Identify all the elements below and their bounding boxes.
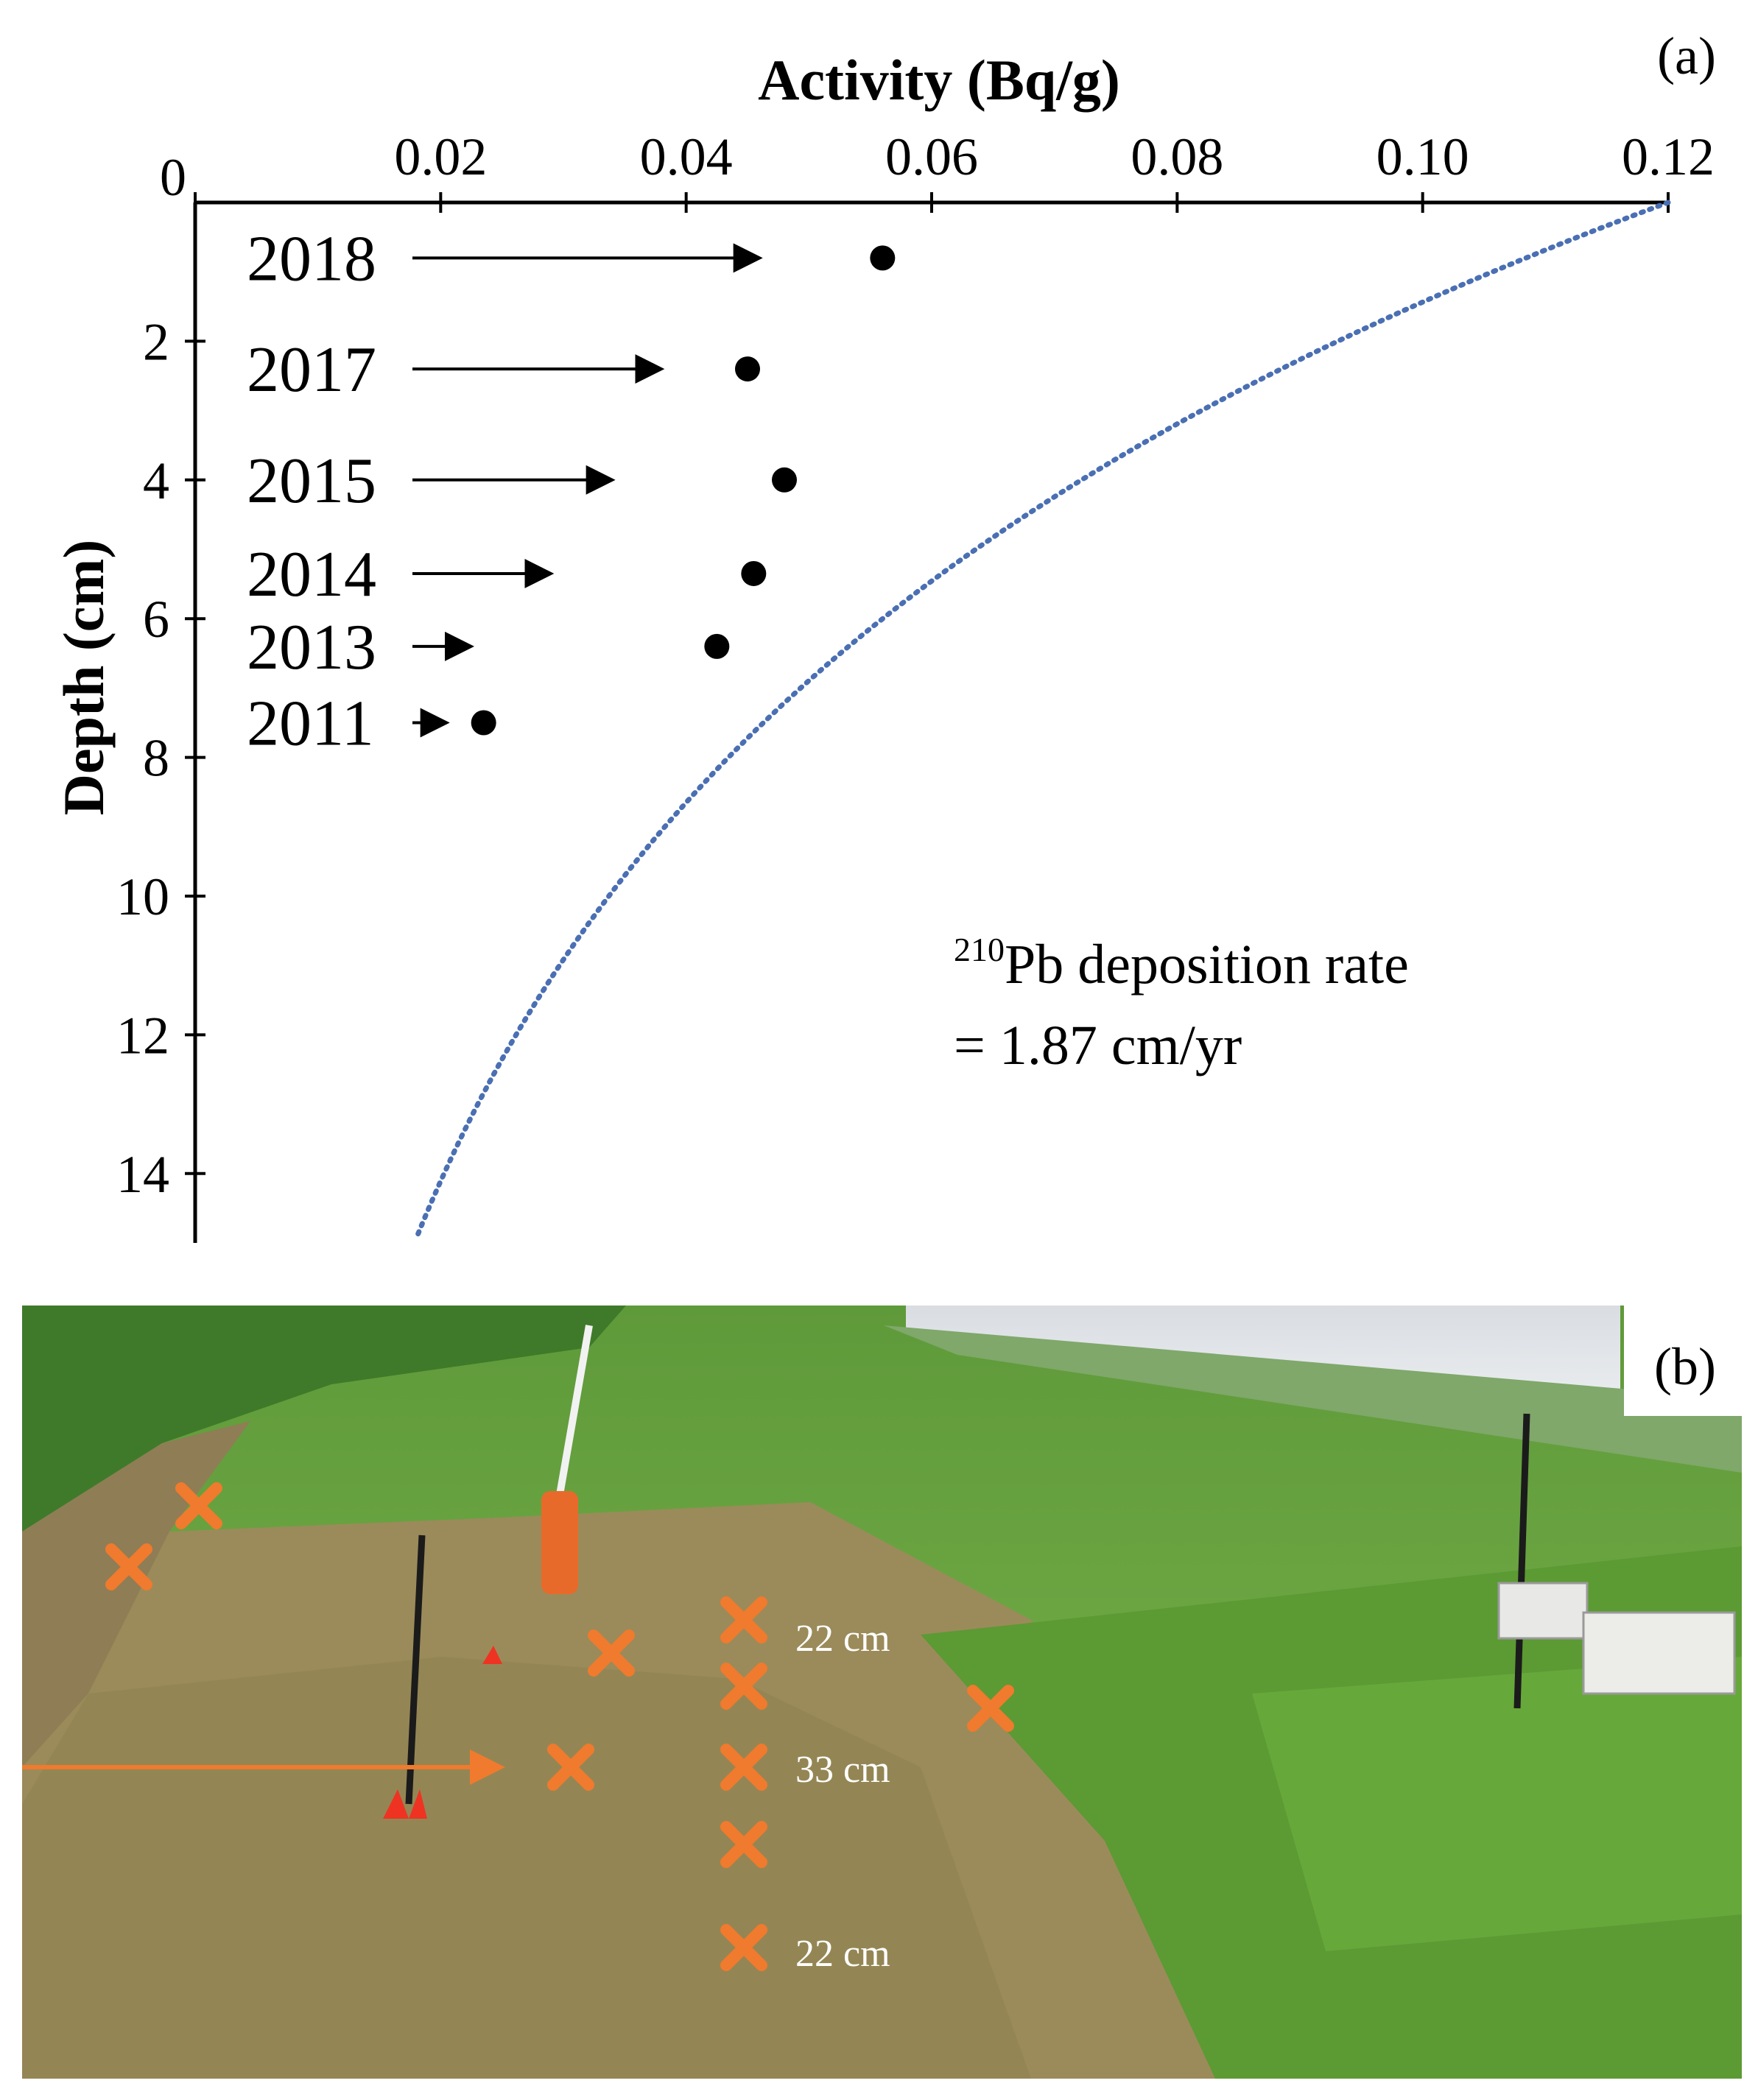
x-tick-label: 0.02 [394, 127, 487, 186]
year-label: 2013 [247, 612, 376, 683]
y-tick-label: 10 [116, 867, 169, 926]
depth-label-3: 22 cm [795, 1933, 890, 1975]
data-point [741, 560, 767, 586]
x-tick-label: 0.08 [1131, 127, 1223, 186]
dry-grass-texture [22, 1657, 1031, 2079]
panel-b-label-bg [1624, 1306, 1742, 1416]
lush-grass-highlight [1252, 1657, 1742, 1951]
y-axis-title: Depth (cm) [52, 540, 116, 816]
year-label: 2014 [247, 539, 376, 610]
depth-label-2: 33 cm [795, 1749, 890, 1791]
depth-label-1: 22 cm [795, 1618, 890, 1660]
x-tick-label: 0.12 [1622, 127, 1715, 186]
red-flag-3 [482, 1646, 502, 1664]
data-point [471, 710, 496, 736]
x-marker [588, 1629, 635, 1677]
y-tick-label: 12 [116, 1006, 169, 1065]
black-pole-right [1513, 1413, 1530, 1709]
x-marker [720, 1924, 767, 1971]
x-marker [175, 1482, 222, 1529]
fit-curve-line [413, 200, 1671, 1242]
x-marker-stroke [720, 1744, 767, 1791]
x-marker [720, 1596, 767, 1643]
data-point [735, 356, 760, 382]
data-point [870, 245, 896, 271]
data-logger-box-1 [1497, 1582, 1589, 1640]
x-tick-label: 0 [160, 148, 186, 207]
deposition-rate-note: 210Pb deposition rate = 1.87 cm/yr [954, 931, 1409, 1077]
year-label: 2018 [247, 223, 376, 295]
x-tick-label: 0.06 [885, 127, 978, 186]
panel-b-label: (b) [1654, 1337, 1716, 1396]
x-marker [547, 1744, 594, 1791]
red-flag-1 [383, 1789, 409, 1819]
y-tick-label: 4 [143, 451, 169, 510]
note-line-1-text: Pb deposition rate [1005, 934, 1409, 996]
red-flag-2 [409, 1789, 427, 1819]
y-tick-label: 14 [116, 1145, 169, 1204]
x-marker [720, 1821, 767, 1868]
fit-curve [413, 200, 1671, 1242]
x-axis: 0 0.02 0.04 0.06 0.08 0.10 0.12 [160, 127, 1715, 213]
white-pole [556, 1325, 593, 1495]
x-marker [105, 1543, 152, 1590]
data-point [772, 467, 797, 493]
x-tick-label: 0.10 [1376, 127, 1469, 186]
panel-a-chart: (a) Activity (Bq/g) 0 0.02 0.04 0.06 0.08 0.1… [52, 27, 1716, 1243]
x-marker-stroke [175, 1482, 222, 1529]
orange-sampler [541, 1491, 578, 1594]
data-point [704, 633, 730, 659]
y-axis: 2 4 6 8 10 12 14 [116, 202, 205, 1243]
x-marker-stroke [720, 1663, 767, 1710]
note-superscript: 210 [954, 931, 1005, 968]
x-marker-stroke [967, 1685, 1014, 1732]
x-marker-stroke [547, 1744, 594, 1791]
year-label: 2011 [247, 688, 374, 760]
black-pole-left [405, 1535, 426, 1805]
x-tick-label: 0.04 [640, 127, 733, 186]
x-marker-stroke [105, 1543, 152, 1590]
x-marker-stroke [720, 1924, 767, 1971]
y-tick-label: 8 [143, 729, 169, 788]
x-marker [720, 1663, 767, 1710]
y-tick-label: 6 [143, 590, 169, 649]
x-marker-stroke [720, 1821, 767, 1868]
x-marker-stroke [588, 1629, 635, 1677]
sample-markers [105, 1482, 1014, 1971]
panel-a-label: (a) [1657, 27, 1716, 85]
data-points [471, 245, 896, 736]
soil-edge [22, 1421, 250, 1767]
x-marker [720, 1744, 767, 1791]
y-tick-label: 2 [143, 312, 169, 371]
note-line-1: 210Pb deposition rate [954, 931, 1409, 996]
x-axis-title: Activity (Bq/g) [758, 48, 1120, 112]
note-line-2: = 1.87 cm/yr [954, 1015, 1242, 1077]
corn-field [22, 1306, 626, 1532]
x-marker [967, 1685, 1014, 1732]
year-label: 2017 [247, 334, 376, 406]
x-marker-stroke [720, 1596, 767, 1643]
panel-b-photo: (b) 22 cm 33 cm 22 cm [22, 1306, 1742, 2079]
year-label: 2015 [247, 445, 376, 517]
data-logger-box-2 [1582, 1611, 1736, 1695]
